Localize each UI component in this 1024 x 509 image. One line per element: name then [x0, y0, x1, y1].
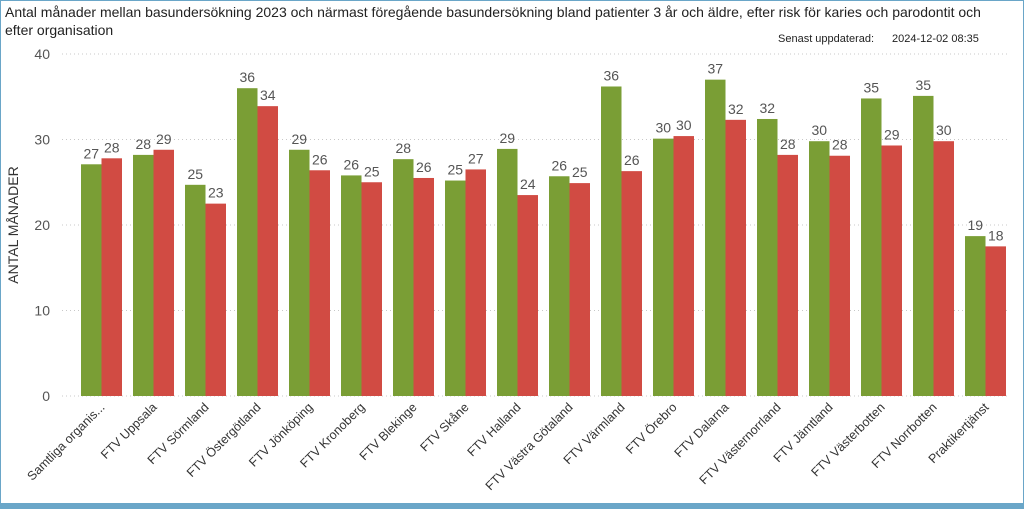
bar-1 [601, 86, 622, 397]
data-label: 28 [780, 136, 796, 152]
bar-2 [621, 171, 642, 396]
y-tick-label: 10 [34, 303, 50, 319]
bar-1 [445, 180, 466, 396]
y-tick-label: 0 [42, 388, 50, 404]
data-label: 24 [520, 176, 536, 192]
data-label: 27 [468, 150, 484, 166]
last-updated-label: Senast uppdaterad: [778, 33, 875, 45]
category-label: FTV Örebro [623, 400, 680, 457]
data-label: 35 [915, 77, 931, 93]
data-label: 32 [759, 100, 775, 116]
data-label: 30 [676, 117, 692, 133]
data-label: 19 [967, 217, 983, 233]
data-label: 29 [499, 130, 515, 146]
bar-2 [673, 136, 694, 396]
y-axis-title: ANTAL MÅNADER [5, 166, 21, 283]
bar-2 [309, 170, 330, 396]
data-label: 26 [551, 157, 567, 173]
bar-1 [237, 88, 258, 396]
bar-2 [725, 119, 746, 397]
bar-2 [777, 154, 798, 396]
bar-1 [497, 148, 518, 396]
bottom-scrollbar[interactable] [0, 503, 1024, 509]
bar-2 [413, 177, 434, 396]
bar-1 [185, 184, 206, 396]
bar-1 [81, 164, 102, 396]
data-label: 36 [239, 69, 255, 85]
data-label: 28 [832, 137, 848, 153]
bar-2 [257, 106, 278, 396]
bar-1 [289, 149, 310, 396]
bar-2 [465, 169, 486, 396]
data-label: 29 [884, 126, 900, 142]
data-label: 27 [83, 145, 99, 161]
y-tick-label: 30 [34, 132, 50, 148]
bar-2 [153, 149, 174, 396]
bar-2 [205, 203, 226, 396]
y-tick-label: 40 [34, 46, 50, 62]
data-label: 29 [291, 131, 307, 147]
bar-2 [881, 145, 902, 396]
data-label: 30 [936, 122, 952, 138]
data-label: 37 [707, 61, 723, 77]
data-label: 35 [863, 79, 879, 95]
bar-2 [985, 246, 1006, 396]
data-label: 18 [988, 227, 1004, 243]
bar-1 [549, 176, 570, 396]
bar-1 [965, 236, 986, 396]
data-label: 25 [364, 163, 380, 179]
bar-1 [861, 98, 882, 397]
y-tick-label: 20 [34, 217, 50, 233]
data-label: 30 [655, 120, 671, 136]
data-label: 25 [187, 166, 203, 182]
data-label: 26 [416, 159, 432, 175]
category-label: Samtliga organis... [25, 400, 108, 483]
data-label: 26 [624, 152, 640, 168]
data-label: 26 [312, 151, 328, 167]
bar-1 [913, 95, 934, 397]
bar-2 [517, 195, 538, 396]
bar-2 [829, 155, 850, 396]
data-label: 25 [572, 164, 588, 180]
data-label: 34 [260, 87, 276, 103]
data-label: 28 [104, 139, 120, 155]
last-updated: Senast uppdaterad: 2024-12-02 08:35 [778, 33, 979, 45]
bar-2 [361, 182, 382, 396]
last-updated-value: 2024-12-02 08:35 [892, 33, 979, 45]
data-label: 26 [343, 156, 359, 172]
bar-1 [757, 118, 778, 396]
data-label: 28 [395, 140, 411, 156]
category-label: FTV Västra Götaland [483, 400, 576, 493]
data-label: 25 [447, 162, 463, 178]
bar-1 [133, 154, 154, 396]
bar-1 [393, 159, 414, 396]
chart-title: Antal månader mellan basundersökning 202… [5, 4, 981, 38]
data-label: 36 [603, 67, 619, 83]
data-label: 32 [728, 101, 744, 117]
bar-1 [341, 175, 362, 396]
bar-1 [653, 138, 674, 396]
bar-2 [569, 183, 590, 396]
bar-1 [809, 141, 830, 396]
bar-1 [705, 79, 726, 397]
bar-2 [101, 158, 122, 396]
data-label: 30 [811, 122, 827, 138]
data-label: 28 [135, 136, 151, 152]
data-label: 29 [156, 131, 172, 147]
category-label: FTV Skåne [418, 400, 472, 454]
bar-2 [933, 141, 954, 396]
data-label: 23 [208, 185, 224, 201]
